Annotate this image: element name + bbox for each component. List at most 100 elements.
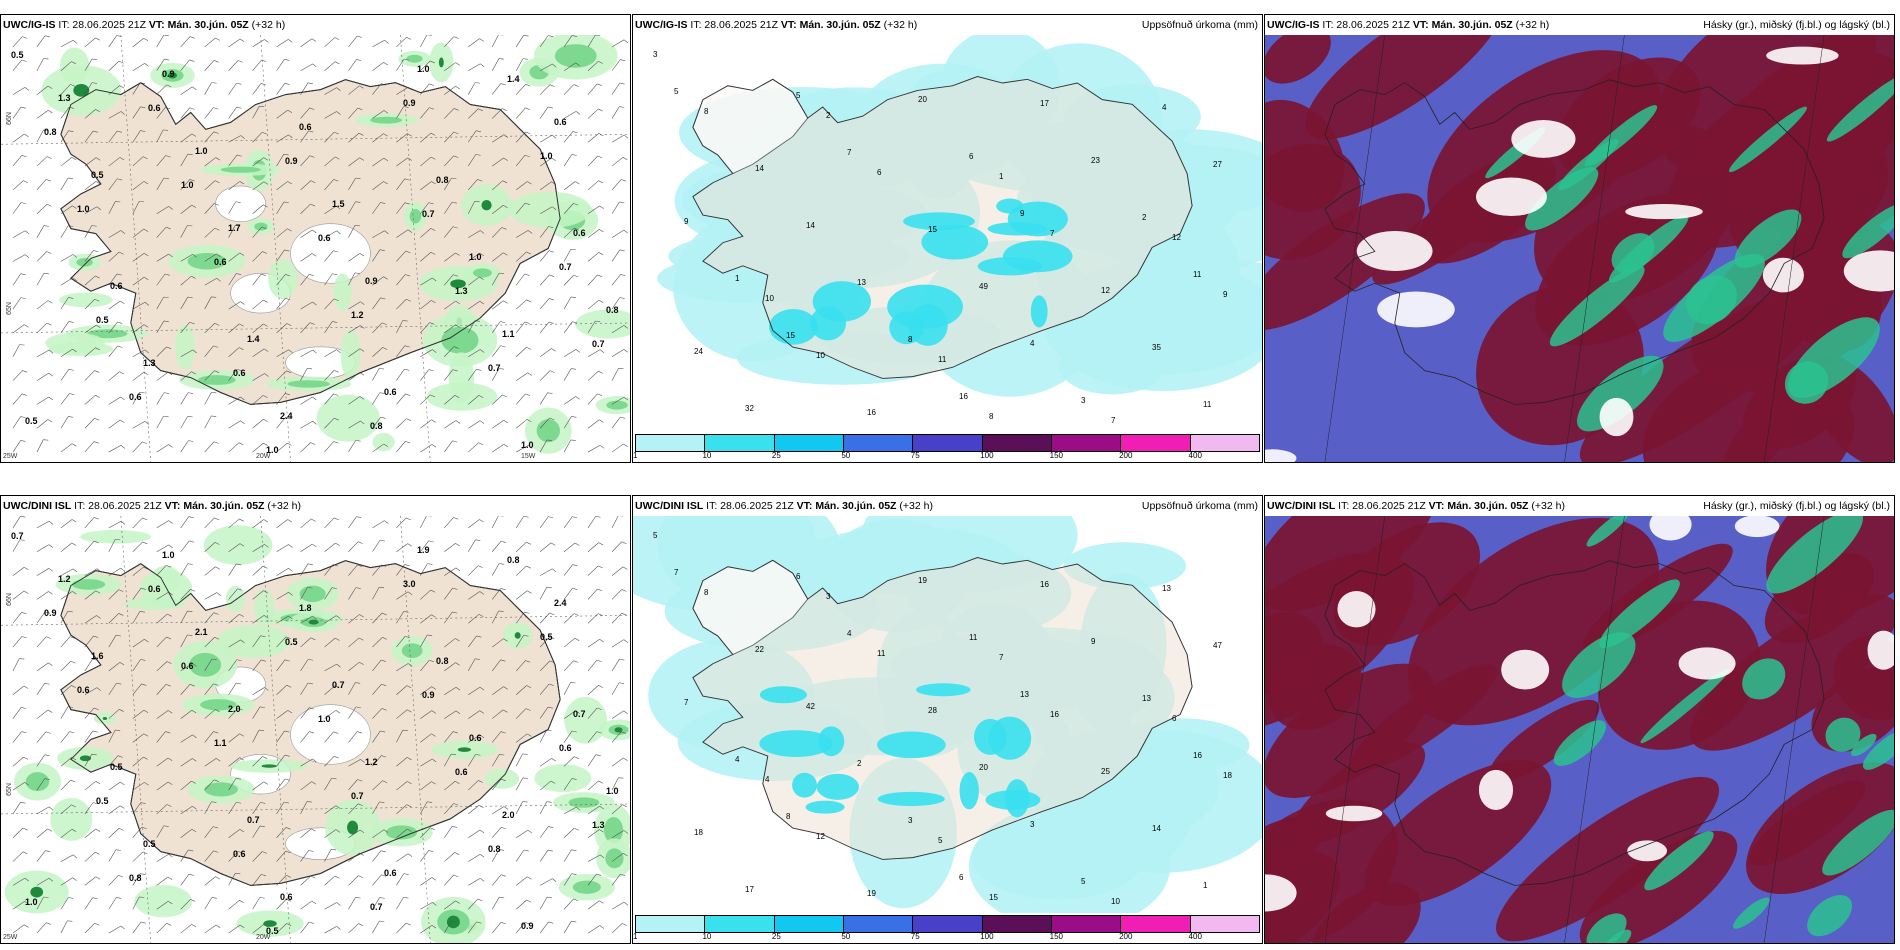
- header-field-title: Uppsöfnuð úrkoma (mm): [1141, 500, 1258, 512]
- precip-amount-label: 16: [1040, 580, 1049, 589]
- precip-value-label: 0.6: [318, 233, 331, 243]
- legend-tick-label: 75: [910, 932, 920, 941]
- precip-value-label: 1.6: [91, 651, 104, 661]
- legend-tick-label: 150: [1049, 932, 1064, 941]
- legend-swatch: [913, 916, 983, 932]
- precip-value-label: 1.0: [417, 64, 430, 74]
- precip-value-label: 0.6: [233, 849, 246, 859]
- precip-value-label: 0.6: [181, 661, 194, 671]
- precip-value-label: 1.0: [540, 151, 553, 161]
- precip-value-label: 1.0: [25, 897, 38, 907]
- precip-value-label: 2.1: [195, 627, 208, 637]
- precip-value-label: 0.6: [384, 868, 397, 878]
- legend-tick-label: 200: [1119, 932, 1133, 941]
- precip-value-label: 0.7: [370, 902, 383, 912]
- map-header: UWC/IG-IS IT: 28.06.2025 21Z VT: Mán. 30…: [633, 15, 1262, 35]
- map-header: UWC/DINI ISL IT: 28.06.2025 21Z VT: Mán.…: [1, 496, 630, 516]
- legend-swatch: [1051, 916, 1122, 932]
- precip-amount-label: 23: [1091, 156, 1100, 165]
- precip-value-label: 1.5: [332, 199, 345, 209]
- legend-tick-label: 10: [702, 932, 712, 941]
- precip-amount-label: 9: [684, 217, 689, 226]
- legend-tick-label: 400: [1188, 932, 1202, 941]
- precip-value-label: 0.8: [129, 873, 142, 883]
- precip-amount-label: 24: [694, 347, 703, 356]
- precip-value-label: 1.2: [351, 310, 364, 320]
- precip-value-label: 0.7: [488, 363, 501, 373]
- precip-value-label: 1.0: [77, 204, 90, 214]
- precip-value-label: 0.5: [25, 416, 38, 426]
- latitude-label: 65N: [5, 302, 13, 315]
- precip-amount-label: 12: [1172, 233, 1181, 242]
- precip-amount-label: 19: [918, 576, 927, 585]
- precip-amount-label: 13: [857, 278, 866, 287]
- precip-amount-label: 6: [796, 572, 801, 581]
- precip-amount-label: 5: [796, 91, 801, 100]
- precip-amount-label: 13: [1142, 694, 1151, 703]
- precip-value-label: 0.9: [44, 608, 57, 618]
- latitude-label: 66N: [5, 112, 13, 125]
- legend-swatch: [1190, 916, 1259, 932]
- precip-value-label: 0.6: [384, 387, 397, 397]
- precip-amount-label: 7: [1050, 229, 1055, 238]
- header-title-lead: (+32 h): [267, 500, 301, 512]
- precip-value-label: 0.9: [403, 98, 416, 108]
- precip-amount-label: 15: [786, 331, 795, 340]
- accum-precip-map-igis: UWC/IG-IS IT: 28.06.2025 21Z VT: Mán. 30…: [632, 14, 1263, 463]
- precip-amount-label: 9: [1223, 290, 1228, 299]
- precip-amount-label: 4: [765, 775, 770, 784]
- precip-value-label: 1.3: [143, 358, 156, 368]
- longitude-label: 20W: [256, 934, 271, 941]
- legend-swatch: [1190, 435, 1259, 451]
- legend-tick-label: 100: [980, 932, 994, 941]
- precip-amount-label: 19: [867, 889, 876, 898]
- precip-amount-label: 16: [867, 408, 876, 417]
- precip-amount-label: 4: [1030, 339, 1035, 348]
- legend-swatch: [705, 916, 775, 932]
- precip-value-label: 0.8: [436, 175, 449, 185]
- precip-amount-label: 13: [1162, 584, 1171, 593]
- latitude-label: 66N: [5, 593, 13, 606]
- precip-amount-label: 11: [938, 355, 947, 364]
- precip-amount-label: 35: [1152, 343, 1161, 352]
- precip-value-label: 0.8: [436, 656, 449, 666]
- precip-value-label: 0.6: [129, 392, 142, 402]
- legend-tick-label: 400: [1188, 451, 1202, 460]
- precip-amount-label: 18: [694, 828, 703, 837]
- precip-value-label: 0.8: [44, 127, 57, 137]
- legend-tick-label: 10: [702, 451, 712, 460]
- precip-value-label: 0.9: [285, 156, 298, 166]
- precip-amount-label: 7: [684, 698, 689, 707]
- precip-value-label: 0.6: [148, 584, 161, 594]
- precip-value-label: 0.9: [365, 276, 378, 286]
- map-area: 0.5 0.6 0.9 0.7 0.7 0.5 0.6 0.8 1.4 0.8 1.0 0.6 1.3 0…: [1, 35, 630, 462]
- precip-amount-label: 8: [704, 107, 709, 116]
- precip-value-label: 1.8: [299, 603, 312, 613]
- precip-amount-label: 15: [928, 225, 937, 234]
- precip-amount-label: 13: [1020, 690, 1029, 699]
- precip-amount-label: 16: [1050, 710, 1059, 719]
- precip-value-label: 2.0: [228, 704, 241, 714]
- precip-value-label: 0.5: [266, 926, 279, 936]
- accum-precip-map-dini: UWC/DINI ISL IT: 28.06.2025 21Z VT: Mán.…: [632, 495, 1263, 944]
- precip-value-label: 0.6: [280, 892, 293, 902]
- precip-amount-label: 8: [786, 812, 791, 821]
- header-title-lead: (+32: [251, 19, 273, 31]
- precip-amount-label: 9: [1091, 637, 1096, 646]
- precip-value-label: 0.6: [573, 228, 586, 238]
- precip-amount-label: 22: [755, 645, 764, 654]
- precip-value-label: 0.7: [592, 339, 605, 349]
- precip-amount-label: 3: [908, 816, 913, 825]
- header-title-lead: (+32 h): [883, 19, 918, 31]
- precip-amount-label: 16: [1193, 751, 1202, 760]
- map-area: 5 3 7 6 4 5 10 8 11 16 18 12 15 13 22 28 25 18 19 16 47 42 20 1…: [633, 516, 1262, 913]
- precip-value-label: 1.4: [247, 334, 260, 344]
- precip-amount-label: 17: [1040, 99, 1049, 108]
- legend-swatch: [843, 916, 914, 932]
- precip-amount-label: 5: [674, 87, 679, 96]
- map-header: UWC/IG-IS IT: 28.06.2025 21Z VT: Mán. 30…: [1, 15, 630, 35]
- precip-amount-label: 6: [959, 873, 964, 882]
- cloud-cover-map-igis: UWC/IG-IS IT: 28.06.2025 21Z VT: Mán. 30…: [1264, 14, 1895, 463]
- precip-amount-label: 12: [1101, 286, 1110, 295]
- precip-value-label: 1.0: [606, 786, 619, 796]
